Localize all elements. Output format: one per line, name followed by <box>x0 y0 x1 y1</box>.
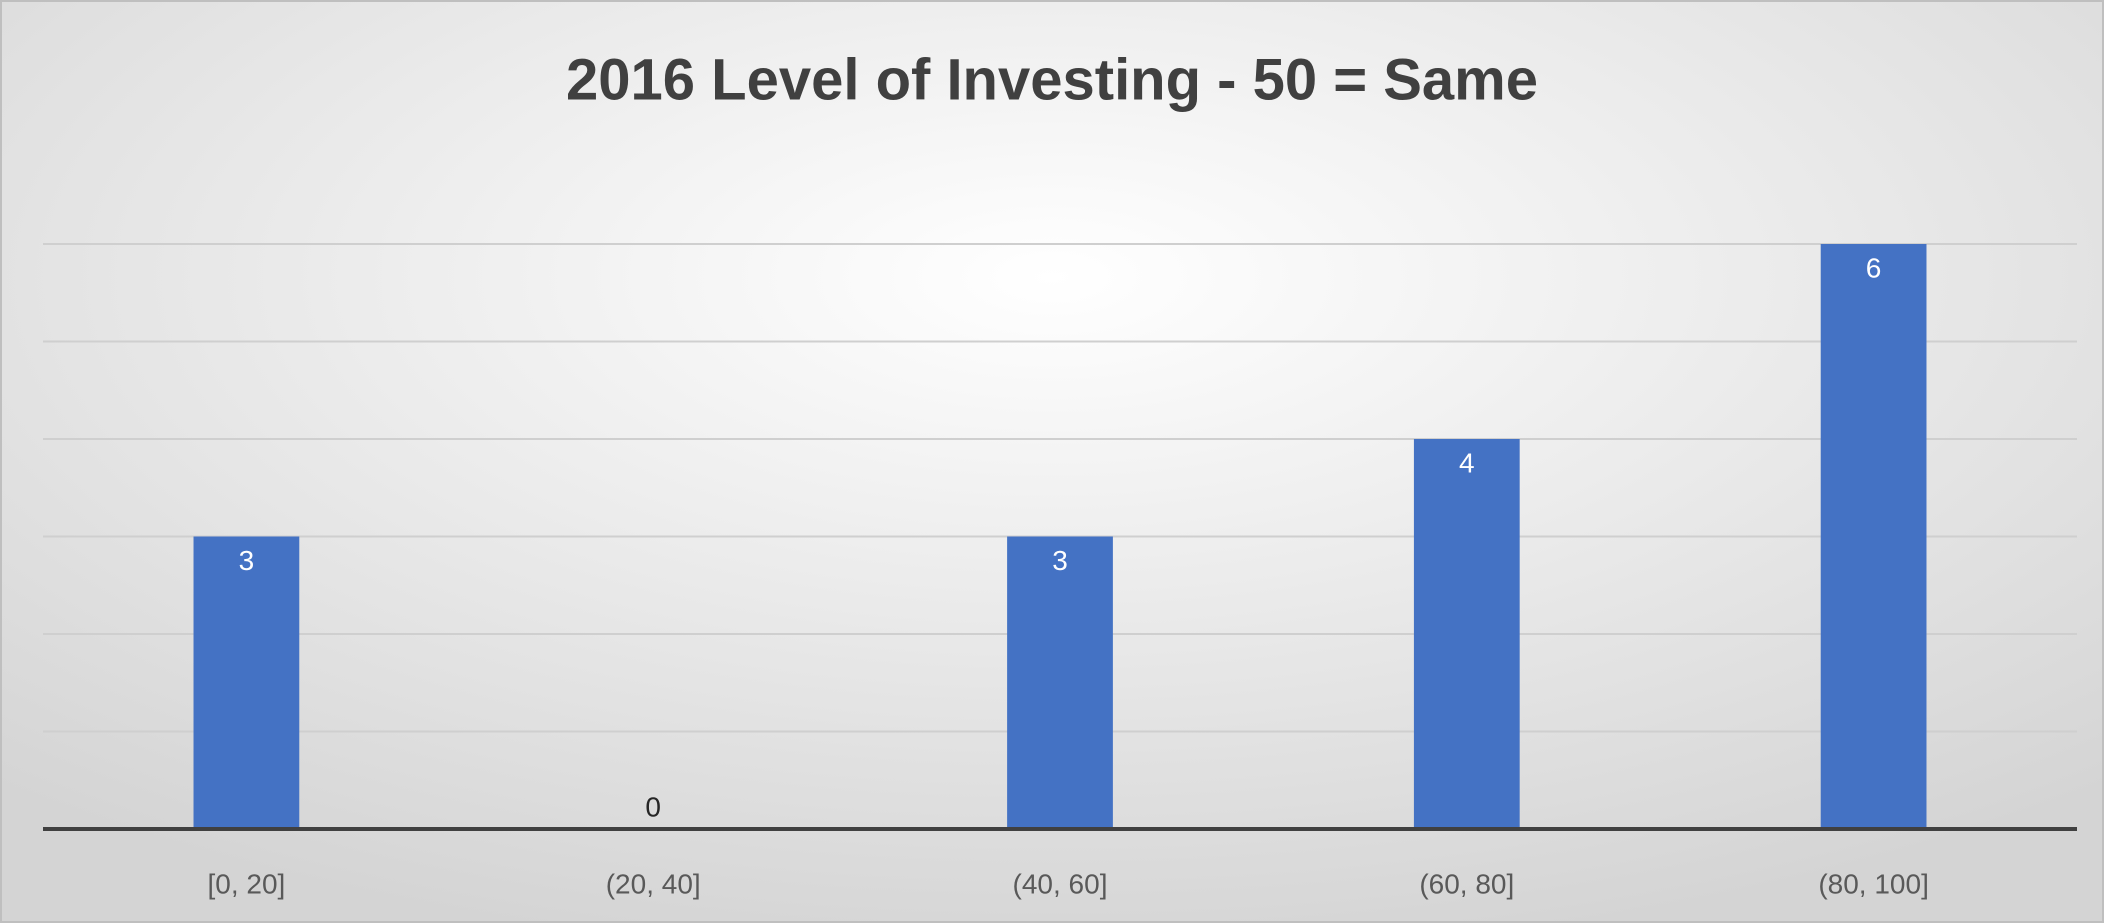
x-tick-label: (20, 40] <box>606 868 701 899</box>
x-tick-label: (40, 60] <box>1013 868 1108 899</box>
data-label: 3 <box>1052 545 1068 576</box>
bar <box>1413 439 1520 829</box>
bar <box>1007 536 1113 829</box>
bar <box>193 536 300 829</box>
x-tick-label: (80, 100] <box>1818 868 1929 899</box>
x-tick-label: (60, 80] <box>1419 868 1514 899</box>
x-tick-label: [0, 20] <box>207 868 285 899</box>
data-label: 6 <box>1866 252 1882 283</box>
data-label: 0 <box>645 791 661 822</box>
bar <box>1820 244 1927 829</box>
data-label: 3 <box>239 545 255 576</box>
chart-title: 2016 Level of Investing - 50 = Same <box>566 47 1538 112</box>
data-label: 4 <box>1459 447 1475 478</box>
